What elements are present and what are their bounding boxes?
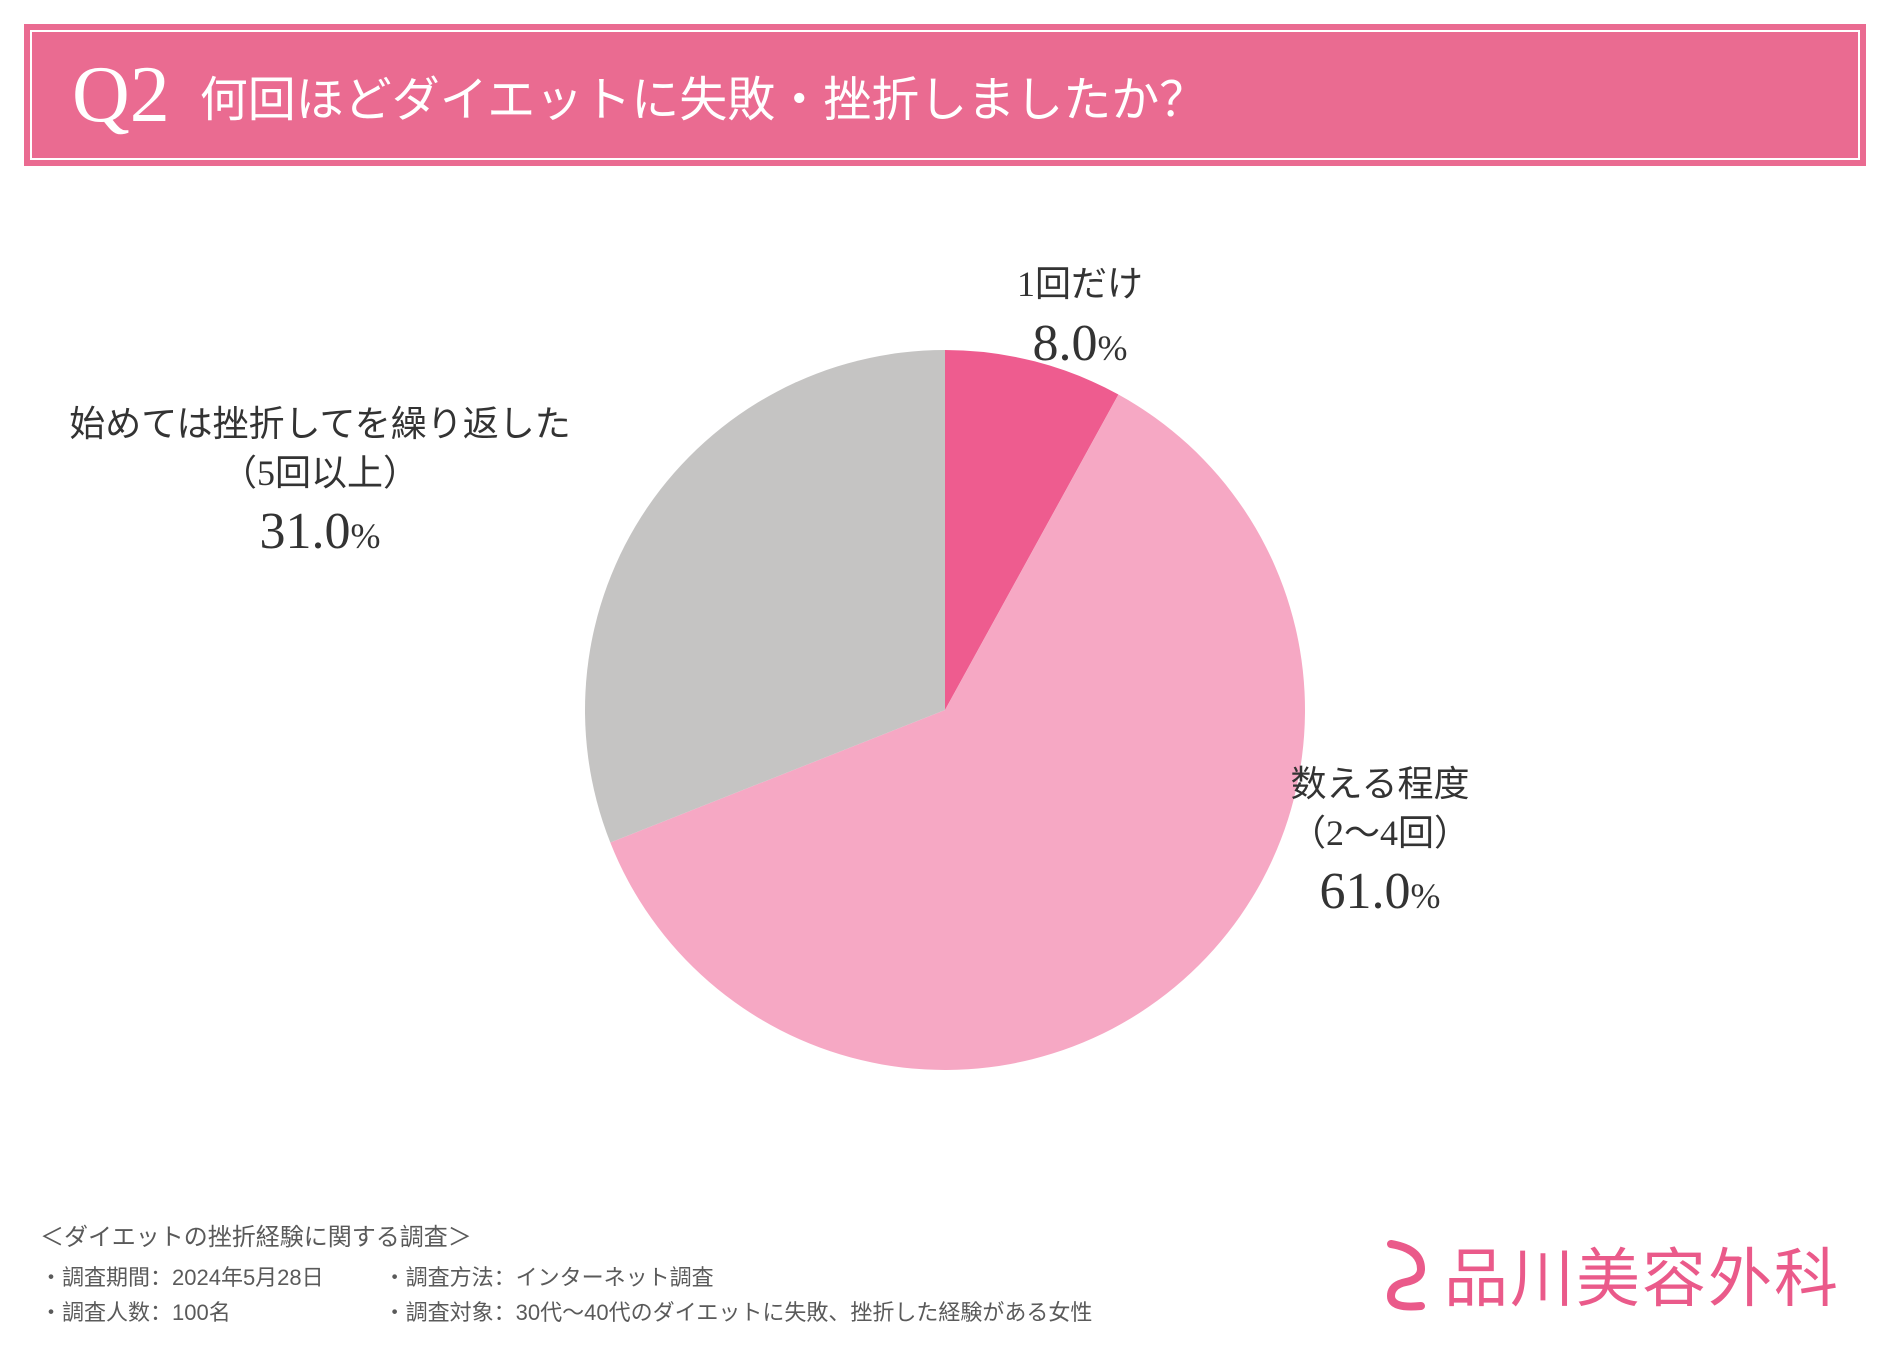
slice-label-1: 数える程度（2〜4回）61.0% xyxy=(1290,760,1470,927)
survey-method: ・調査方法：インターネット調査 xyxy=(384,1260,1093,1295)
slice-label-2: 始めては挫折してを繰り返した（5回以上）31.0% xyxy=(69,400,570,567)
survey-target: ・調査対象：30代〜40代のダイエットに失敗、挫折した経験がある女性 xyxy=(384,1295,1093,1330)
logo-icon xyxy=(1376,1234,1436,1314)
question-header: Q2 何回ほどダイエットに失敗・挫折しましたか？ xyxy=(30,30,1860,160)
footer-col2: ・調査方法：インターネット調査 ・調査対象：30代〜40代のダイエットに失敗、挫… xyxy=(384,1260,1093,1330)
pie-chart xyxy=(565,330,1325,1090)
logo-text: 品川美容外科 xyxy=(1444,1228,1840,1320)
survey-period: ・調査期間：2024年5月28日 xyxy=(40,1260,324,1295)
question-text: 何回ほどダイエットに失敗・挫折しましたか？ xyxy=(200,60,1208,130)
slice-label-0: 1回だけ8.0% xyxy=(1017,260,1143,379)
survey-count: ・調査人数：100名 xyxy=(40,1295,324,1330)
brand-logo: 品川美容外科 xyxy=(1376,1228,1840,1320)
footer-col1: ・調査期間：2024年5月28日 ・調査人数：100名 xyxy=(40,1260,324,1330)
question-number: Q2 xyxy=(72,50,170,141)
